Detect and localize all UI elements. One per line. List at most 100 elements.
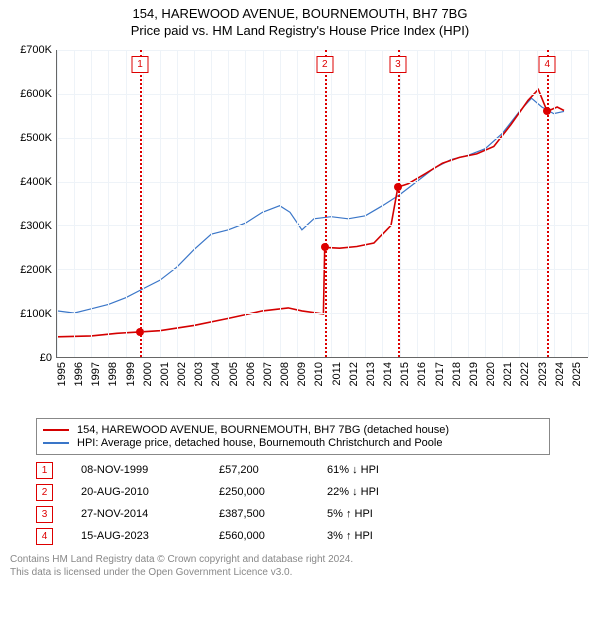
x-tick-label: 2022 (519, 362, 531, 386)
sales-row-delta: 3% ↑ HPI (327, 530, 417, 542)
sale-marker-point (543, 107, 551, 115)
sales-row: 220-AUG-2010£250,00022% ↓ HPI (36, 481, 590, 503)
sales-row-price: £250,000 (219, 486, 299, 498)
sales-row: 108-NOV-1999£57,20061% ↓ HPI (36, 459, 590, 481)
x-tick-label: 2010 (313, 362, 325, 386)
sales-row-delta: 61% ↓ HPI (327, 464, 417, 476)
x-tick-label: 2014 (382, 362, 394, 386)
sales-row-date: 15-AUG-2023 (81, 530, 191, 542)
gridline-v (348, 50, 349, 357)
sale-marker-box: 4 (539, 56, 556, 73)
gridline-h (57, 225, 588, 226)
y-tick-label: £700K (20, 44, 52, 56)
sales-row-delta: 22% ↓ HPI (327, 486, 417, 498)
gridline-v (263, 50, 264, 357)
x-tick-label: 2005 (228, 362, 240, 386)
y-tick-label: £600K (20, 88, 52, 100)
gridline-v (57, 50, 58, 357)
gridline-v (297, 50, 298, 357)
legend-label-hpi: HPI: Average price, detached house, Bour… (77, 437, 442, 449)
legend-swatch-hpi (43, 442, 69, 444)
y-tick-label: £200K (20, 264, 52, 276)
y-tick-label: £400K (20, 176, 52, 188)
sale-marker-point (394, 183, 402, 191)
legend-swatch-subject (43, 429, 69, 431)
y-tick-label: £100K (20, 308, 52, 320)
y-tick-label: £0 (40, 352, 52, 364)
x-tick-label: 2001 (159, 362, 171, 386)
x-tick-label: 2016 (416, 362, 428, 386)
x-tick-label: 2006 (245, 362, 257, 386)
gridline-v (177, 50, 178, 357)
x-tick-label: 1995 (56, 362, 68, 386)
gridline-v (74, 50, 75, 357)
x-tick-label: 2018 (451, 362, 463, 386)
sale-marker-box: 3 (389, 56, 406, 73)
x-tick-label: 2015 (399, 362, 411, 386)
gridline-v (502, 50, 503, 357)
x-tick-label: 2003 (193, 362, 205, 386)
gridline-v (365, 50, 366, 357)
gridline-v (228, 50, 229, 357)
footer-line-1: Contains HM Land Registry data © Crown c… (10, 553, 590, 566)
sales-row-price: £57,200 (219, 464, 299, 476)
sales-row-marker: 2 (36, 484, 53, 501)
gridline-h (57, 313, 588, 314)
legend-label-subject: 154, HAREWOOD AVENUE, BOURNEMOUTH, BH7 7… (77, 424, 449, 436)
sale-marker-box: 2 (316, 56, 333, 73)
gridline-v (519, 50, 520, 357)
chart-container: 154, HAREWOOD AVENUE, BOURNEMOUTH, BH7 7… (0, 0, 600, 579)
x-tick-label: 1997 (90, 362, 102, 386)
y-tick-label: £300K (20, 220, 52, 232)
y-tick-label: £500K (20, 132, 52, 144)
x-tick-label: 2021 (502, 362, 514, 386)
x-tick-label: 2011 (331, 362, 343, 386)
gridline-v (554, 50, 555, 357)
gridline-v (434, 50, 435, 357)
legend-row-hpi: HPI: Average price, detached house, Bour… (43, 437, 543, 449)
gridline-v (331, 50, 332, 357)
footer-line-2: This data is licensed under the Open Gov… (10, 566, 590, 579)
sale-marker-line (140, 50, 142, 357)
sale-marker-line (547, 50, 549, 357)
sale-marker-line (398, 50, 400, 357)
gridline-v (451, 50, 452, 357)
gridline-v (417, 50, 418, 357)
sales-row: 327-NOV-2014£387,5005% ↑ HPI (36, 503, 590, 525)
footer: Contains HM Land Registry data © Crown c… (10, 553, 590, 579)
gridline-v (194, 50, 195, 357)
x-tick-label: 2025 (571, 362, 583, 386)
gridline-h (57, 269, 588, 270)
gridline-v (211, 50, 212, 357)
sales-row-price: £387,500 (219, 508, 299, 520)
sales-table: 108-NOV-1999£57,20061% ↓ HPI220-AUG-2010… (36, 459, 590, 547)
series-svg (57, 50, 588, 357)
x-tick-label: 2004 (210, 362, 222, 386)
sales-row-delta: 5% ↑ HPI (327, 508, 417, 520)
series-line (57, 90, 564, 337)
gridline-h (57, 182, 588, 183)
gridline-v (468, 50, 469, 357)
x-tick-label: 1999 (125, 362, 137, 386)
x-tick-label: 2008 (279, 362, 291, 386)
gridline-h (57, 50, 588, 51)
gridline-v (382, 50, 383, 357)
gridline-v (126, 50, 127, 357)
x-tick-label: 2002 (176, 362, 188, 386)
sales-row-marker: 4 (36, 528, 53, 545)
x-tick-label: 2000 (142, 362, 154, 386)
x-tick-label: 2017 (434, 362, 446, 386)
sales-row-price: £560,000 (219, 530, 299, 542)
x-tick-label: 2020 (485, 362, 497, 386)
gridline-v (485, 50, 486, 357)
sale-marker-point (136, 328, 144, 336)
x-tick-label: 2019 (468, 362, 480, 386)
x-tick-label: 1996 (73, 362, 85, 386)
sales-row-marker: 1 (36, 462, 53, 479)
gridline-v (91, 50, 92, 357)
chart-title: 154, HAREWOOD AVENUE, BOURNEMOUTH, BH7 7… (4, 6, 596, 21)
gridline-v (143, 50, 144, 357)
legend-row-subject: 154, HAREWOOD AVENUE, BOURNEMOUTH, BH7 7… (43, 424, 543, 436)
sale-marker-box: 1 (132, 56, 149, 73)
sale-marker-point (321, 243, 329, 251)
